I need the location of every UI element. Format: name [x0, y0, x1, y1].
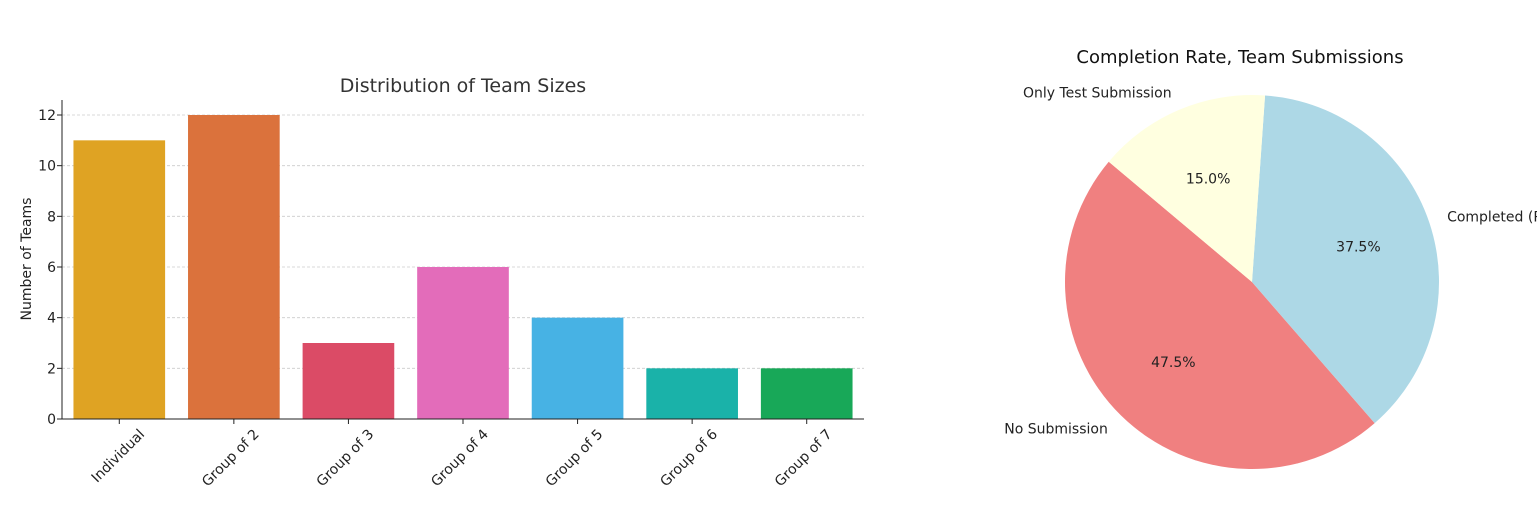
pie-slice-label: Only Test Submission: [1023, 86, 1172, 102]
bar-chart-y-axis-label: Number of Teams: [19, 198, 35, 321]
bar: [73, 140, 166, 420]
bar: [417, 267, 509, 419]
x-tick-label: Group of 6: [657, 426, 721, 490]
bar: [302, 343, 395, 419]
x-tick-label: Group of 4: [428, 426, 492, 490]
x-tick-label: Group of 7: [772, 427, 836, 491]
pie-slice-label: Completed (Paper + Test): [1447, 210, 1537, 226]
y-tick-label: 6: [47, 260, 56, 276]
x-tick-label: Group of 2: [199, 427, 263, 491]
bar-series: [73, 115, 853, 420]
pie-slice-percent-label: 15.0%: [1186, 172, 1230, 188]
bar-y-ticks: 0 2 4 6 8 10 12: [38, 108, 62, 428]
y-tick-label: 8: [47, 209, 56, 225]
y-tick-label: 4: [47, 311, 56, 327]
pie-slice: [1108, 95, 1266, 282]
x-tick-label: Individual: [89, 427, 149, 487]
bar-x-ticks: Individual Group of 2 Group of 3 Group of 4…: [89, 419, 836, 490]
pie-slice-label: No Submission: [1004, 422, 1108, 438]
pie-slice-percent-label: 47.5%: [1151, 355, 1195, 371]
x-tick-label: Group of 3: [314, 427, 378, 491]
x-tick-label: Group of 5: [543, 427, 607, 491]
bar-chart-title: Distribution of Team Sizes: [340, 75, 586, 97]
pie-slices: [1064, 95, 1439, 469]
y-tick-label: 0: [47, 412, 56, 428]
pie-labels: 47.5% No Submission 37.5% Completed (Paper …: [1004, 86, 1537, 438]
y-tick-label: 10: [38, 159, 56, 175]
y-tick-label: 12: [38, 108, 56, 124]
pie-chart-title: Completion Rate, Team Submissions: [1076, 47, 1403, 68]
pie-slice: [1064, 161, 1375, 469]
pie-chart: Completion Rate, Team Submissions 47.5% N…: [1004, 47, 1537, 469]
bar-chart: Distribution of Team Sizes Number of Tea…: [19, 75, 864, 490]
pie-slice-percent-label: 37.5%: [1336, 239, 1380, 255]
bar: [188, 115, 280, 419]
bar: [646, 368, 738, 419]
bar: [760, 368, 853, 419]
y-tick-label: 2: [47, 361, 56, 377]
pie-slice: [1252, 95, 1439, 424]
bar: [531, 317, 624, 419]
